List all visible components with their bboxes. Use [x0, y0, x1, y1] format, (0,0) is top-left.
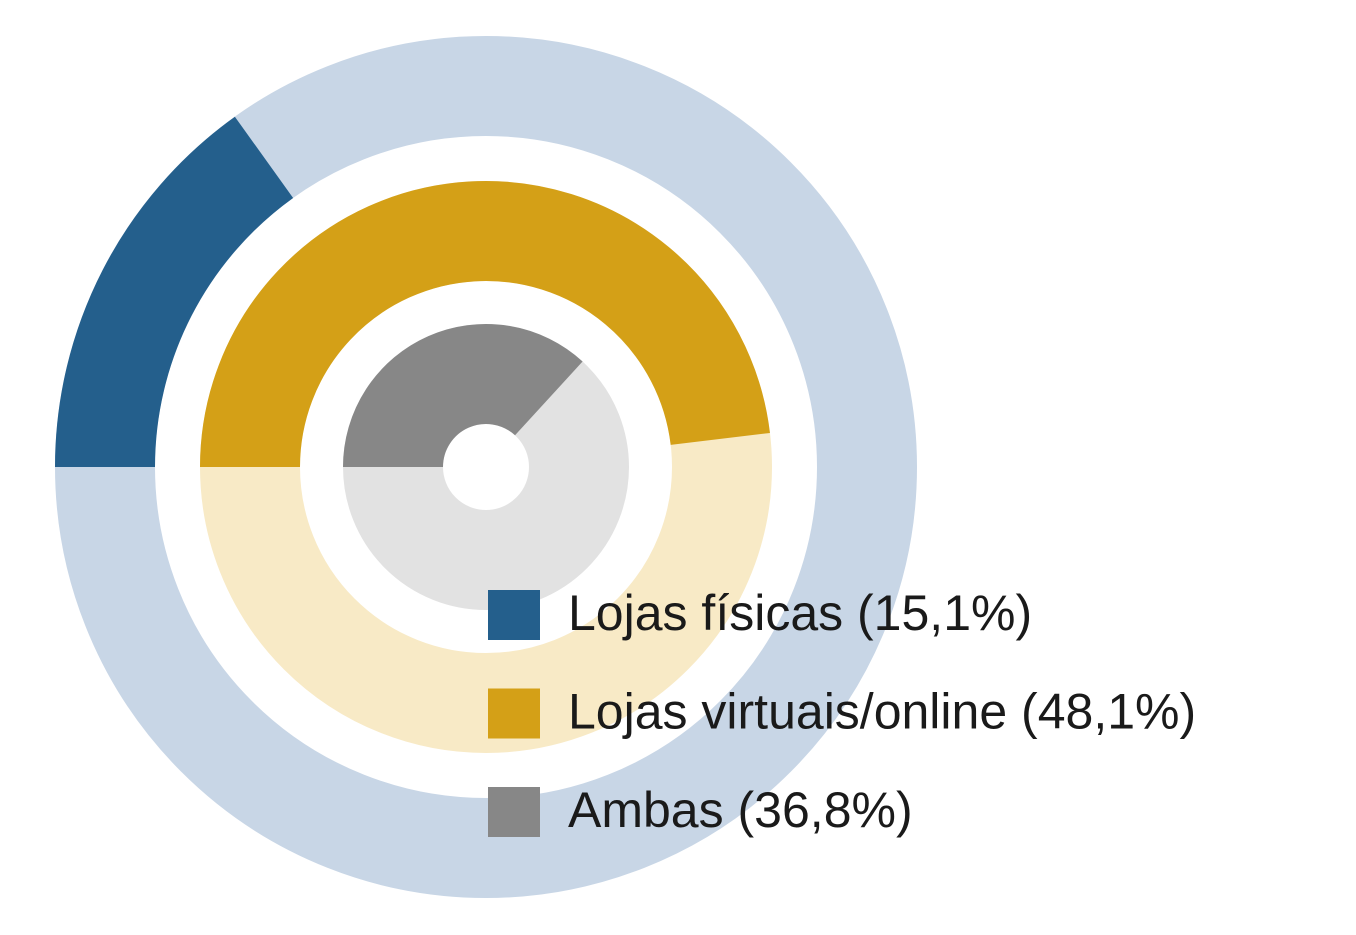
legend-name: Ambas — [568, 782, 724, 838]
ring-bar — [55, 116, 294, 468]
legend-swatch — [488, 688, 540, 739]
legend-label: Lojas virtuais/online (48,1%) — [568, 684, 1196, 740]
legend-swatch — [488, 787, 540, 837]
legend-name: Lojas virtuais/online — [568, 684, 1007, 740]
legend-name: Lojas físicas — [568, 585, 843, 641]
legend-label: Lojas físicas (15,1%) — [568, 585, 1032, 641]
ring-bar — [343, 324, 583, 469]
legend-swatch — [488, 590, 540, 640]
legend-value: (36,8%) — [738, 782, 913, 838]
ring-bar — [200, 181, 770, 468]
legend-value: (48,1%) — [1021, 684, 1196, 740]
legend-value: (15,1%) — [857, 585, 1032, 641]
legend-label: Ambas (36,8%) — [568, 782, 913, 838]
